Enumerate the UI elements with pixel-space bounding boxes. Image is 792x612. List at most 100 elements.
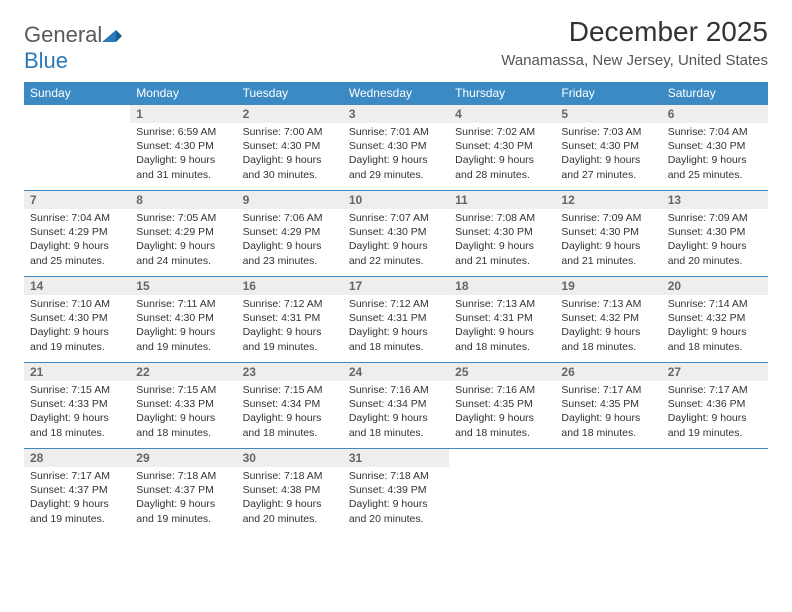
page-title: December 2025 [501,16,768,48]
daylight-line: Daylight: 9 hours and 25 minutes. [30,239,124,267]
day-body: Sunrise: 7:11 AMSunset: 4:30 PMDaylight:… [130,295,236,358]
sunset-line: Sunset: 4:30 PM [668,225,762,239]
day-cell: 29Sunrise: 7:18 AMSunset: 4:37 PMDayligh… [130,448,236,534]
sunrise-line: Sunrise: 7:15 AM [30,383,124,397]
day-number: 13 [662,191,768,209]
sunset-line: Sunset: 4:30 PM [455,225,549,239]
day-body: Sunrise: 7:05 AMSunset: 4:29 PMDaylight:… [130,209,236,272]
day-number: 18 [449,277,555,295]
sunset-line: Sunset: 4:30 PM [30,311,124,325]
day-cell: 15Sunrise: 7:11 AMSunset: 4:30 PMDayligh… [130,276,236,362]
sunrise-line: Sunrise: 7:18 AM [243,469,337,483]
day-cell: 1Sunrise: 6:59 AMSunset: 4:30 PMDaylight… [130,104,236,190]
daylight-line: Daylight: 9 hours and 18 minutes. [668,325,762,353]
day-cell: 2Sunrise: 7:00 AMSunset: 4:30 PMDaylight… [237,104,343,190]
day-body: Sunrise: 7:13 AMSunset: 4:31 PMDaylight:… [449,295,555,358]
day-body: Sunrise: 7:14 AMSunset: 4:32 PMDaylight:… [662,295,768,358]
day-body: Sunrise: 7:04 AMSunset: 4:29 PMDaylight:… [24,209,130,272]
sunset-line: Sunset: 4:39 PM [349,483,443,497]
sunrise-line: Sunrise: 7:16 AM [455,383,549,397]
daylight-line: Daylight: 9 hours and 20 minutes. [349,497,443,525]
daylight-line: Daylight: 9 hours and 21 minutes. [455,239,549,267]
day-number: 11 [449,191,555,209]
sunrise-line: Sunrise: 7:09 AM [668,211,762,225]
day-number: 9 [237,191,343,209]
sunset-line: Sunset: 4:33 PM [30,397,124,411]
daylight-line: Daylight: 9 hours and 20 minutes. [668,239,762,267]
daylight-line: Daylight: 9 hours and 19 minutes. [30,325,124,353]
day-cell: 31Sunrise: 7:18 AMSunset: 4:39 PMDayligh… [343,448,449,534]
day-number: 21 [24,363,130,381]
logo-text-blue: Blue [24,48,68,73]
sunset-line: Sunset: 4:30 PM [455,139,549,153]
day-cell: 19Sunrise: 7:13 AMSunset: 4:32 PMDayligh… [555,276,661,362]
sunrise-line: Sunrise: 7:03 AM [561,125,655,139]
logo-mark-icon [102,22,122,48]
day-number: 17 [343,277,449,295]
day-number: 15 [130,277,236,295]
day-cell: 8Sunrise: 7:05 AMSunset: 4:29 PMDaylight… [130,190,236,276]
day-cell: 11Sunrise: 7:08 AMSunset: 4:30 PMDayligh… [449,190,555,276]
daylight-line: Daylight: 9 hours and 28 minutes. [455,153,549,181]
day-cell: 21Sunrise: 7:15 AMSunset: 4:33 PMDayligh… [24,362,130,448]
day-number: 7 [24,191,130,209]
daylight-line: Daylight: 9 hours and 19 minutes. [136,325,230,353]
day-cell [449,448,555,534]
day-cell: 12Sunrise: 7:09 AMSunset: 4:30 PMDayligh… [555,190,661,276]
sunset-line: Sunset: 4:30 PM [668,139,762,153]
sunrise-line: Sunrise: 7:05 AM [136,211,230,225]
daylight-line: Daylight: 9 hours and 20 minutes. [243,497,337,525]
day-cell: 6Sunrise: 7:04 AMSunset: 4:30 PMDaylight… [662,104,768,190]
day-cell [555,448,661,534]
day-body: Sunrise: 7:13 AMSunset: 4:32 PMDaylight:… [555,295,661,358]
sunrise-line: Sunrise: 7:13 AM [455,297,549,311]
sunset-line: Sunset: 4:30 PM [561,225,655,239]
title-block: December 2025 Wanamassa, New Jersey, Uni… [501,16,768,69]
sunrise-line: Sunrise: 7:01 AM [349,125,443,139]
day-number: 19 [555,277,661,295]
day-body: Sunrise: 7:17 AMSunset: 4:37 PMDaylight:… [24,467,130,530]
sunset-line: Sunset: 4:37 PM [136,483,230,497]
day-number: 2 [237,105,343,123]
sunrise-line: Sunrise: 7:06 AM [243,211,337,225]
day-cell: 5Sunrise: 7:03 AMSunset: 4:30 PMDaylight… [555,104,661,190]
sunrise-line: Sunrise: 7:18 AM [136,469,230,483]
day-body: Sunrise: 7:04 AMSunset: 4:30 PMDaylight:… [662,123,768,186]
day-number: 3 [343,105,449,123]
daylight-line: Daylight: 9 hours and 19 minutes. [136,497,230,525]
sunrise-line: Sunrise: 7:17 AM [668,383,762,397]
day-body: Sunrise: 7:18 AMSunset: 4:37 PMDaylight:… [130,467,236,530]
sunrise-line: Sunrise: 7:17 AM [561,383,655,397]
sunrise-line: Sunrise: 7:04 AM [30,211,124,225]
day-cell: 16Sunrise: 7:12 AMSunset: 4:31 PMDayligh… [237,276,343,362]
day-body: Sunrise: 7:09 AMSunset: 4:30 PMDaylight:… [555,209,661,272]
day-cell: 4Sunrise: 7:02 AMSunset: 4:30 PMDaylight… [449,104,555,190]
sunrise-line: Sunrise: 7:16 AM [349,383,443,397]
day-cell: 22Sunrise: 7:15 AMSunset: 4:33 PMDayligh… [130,362,236,448]
sunset-line: Sunset: 4:33 PM [136,397,230,411]
sunrise-line: Sunrise: 7:02 AM [455,125,549,139]
day-body: Sunrise: 7:15 AMSunset: 4:34 PMDaylight:… [237,381,343,444]
day-number: 20 [662,277,768,295]
sunset-line: Sunset: 4:30 PM [349,139,443,153]
day-cell [662,448,768,534]
sunrise-line: Sunrise: 7:15 AM [136,383,230,397]
day-cell: 7Sunrise: 7:04 AMSunset: 4:29 PMDaylight… [24,190,130,276]
daylight-line: Daylight: 9 hours and 18 minutes. [243,411,337,439]
daylight-line: Daylight: 9 hours and 18 minutes. [349,325,443,353]
logo: GeneralBlue [24,16,122,74]
daylight-line: Daylight: 9 hours and 25 minutes. [668,153,762,181]
sunrise-line: Sunrise: 7:12 AM [349,297,443,311]
daylight-line: Daylight: 9 hours and 18 minutes. [455,325,549,353]
day-body: Sunrise: 7:18 AMSunset: 4:39 PMDaylight:… [343,467,449,530]
day-body: Sunrise: 7:18 AMSunset: 4:38 PMDaylight:… [237,467,343,530]
day-number: 22 [130,363,236,381]
sunrise-line: Sunrise: 6:59 AM [136,125,230,139]
sunset-line: Sunset: 4:37 PM [30,483,124,497]
day-cell: 27Sunrise: 7:17 AMSunset: 4:36 PMDayligh… [662,362,768,448]
daylight-line: Daylight: 9 hours and 30 minutes. [243,153,337,181]
day-body: Sunrise: 7:03 AMSunset: 4:30 PMDaylight:… [555,123,661,186]
sunset-line: Sunset: 4:38 PM [243,483,337,497]
daylight-line: Daylight: 9 hours and 23 minutes. [243,239,337,267]
sunset-line: Sunset: 4:30 PM [243,139,337,153]
